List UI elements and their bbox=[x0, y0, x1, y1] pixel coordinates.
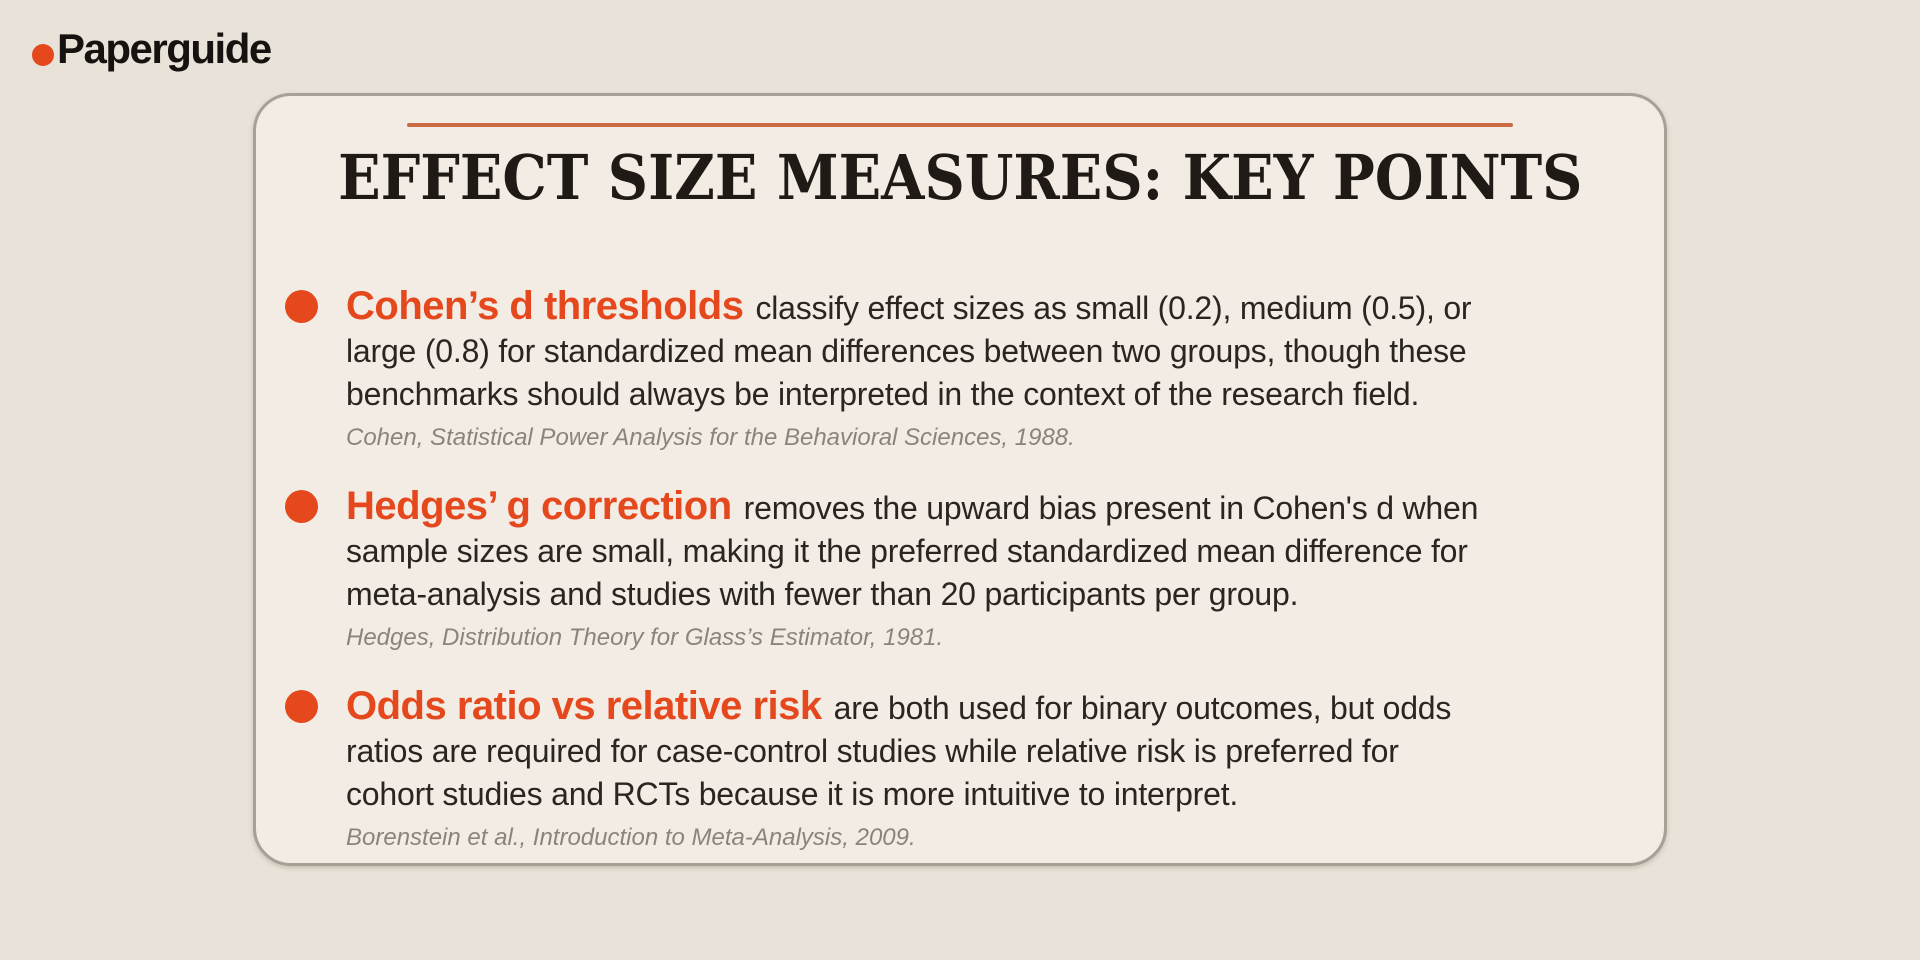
bullet-citation: Hedges, Distribution Theory for Glass’s … bbox=[346, 624, 944, 651]
key-points-card: EFFECT SIZE MEASURES: KEY POINTS Cohen’s… bbox=[253, 93, 1667, 866]
bullet-dot-icon bbox=[285, 690, 318, 723]
bullet-content: Hedges’ g correction removes the upward b… bbox=[346, 485, 1478, 653]
bullet-text: Cohen’s d thresholds classify effect size… bbox=[346, 284, 1472, 416]
bullet-citation: Cohen, Statistical Power Analysis for th… bbox=[346, 424, 1075, 451]
bullet-body: are both used for binary outcomes, but o… bbox=[346, 690, 1452, 812]
page-title-text: EFFECT SIZE MEASURES: KEY POINTS bbox=[337, 141, 1583, 214]
bullet-body: classify effect sizes as small (0.2), me… bbox=[346, 290, 1472, 412]
bullet-text: Odds ratio vs relative risk are both used… bbox=[346, 685, 1451, 816]
brand-dot-icon bbox=[32, 44, 54, 66]
bullet-content: Cohen’s d thresholds classify effect size… bbox=[346, 284, 1472, 453]
bullet-heading: Hedges’ g correction bbox=[346, 484, 732, 528]
bullet-body: removes the upward bias present in Cohen… bbox=[346, 490, 1479, 612]
bullet-item-hedges-g: Hedges’ g correction removes the upward b… bbox=[285, 485, 1664, 653]
title-rule bbox=[407, 123, 1513, 127]
bullet-list: Cohen’s d thresholds classify effect size… bbox=[256, 285, 1664, 853]
bullet-content: Odds ratio vs relative risk are both used… bbox=[346, 685, 1451, 853]
bullet-item-cohens-d: Cohen’s d thresholds classify effect size… bbox=[285, 285, 1664, 453]
bullet-heading: Cohen’s d thresholds bbox=[346, 284, 744, 328]
bullet-dot-icon bbox=[285, 490, 318, 523]
bullet-text: Hedges’ g correction removes the upward b… bbox=[346, 485, 1478, 616]
brand-name: Paperguide bbox=[57, 25, 272, 72]
bullet-dot-icon bbox=[285, 290, 318, 323]
bullet-heading: Odds ratio vs relative risk bbox=[346, 684, 822, 728]
brand-logo: Paperguide bbox=[32, 25, 272, 72]
bullet-citation: Borenstein et al., Introduction to Meta-… bbox=[346, 824, 916, 851]
bullet-item-odds-ratio: Odds ratio vs relative risk are both used… bbox=[285, 685, 1664, 853]
page-title: EFFECT SIZE MEASURES: KEY POINTS bbox=[256, 143, 1664, 213]
